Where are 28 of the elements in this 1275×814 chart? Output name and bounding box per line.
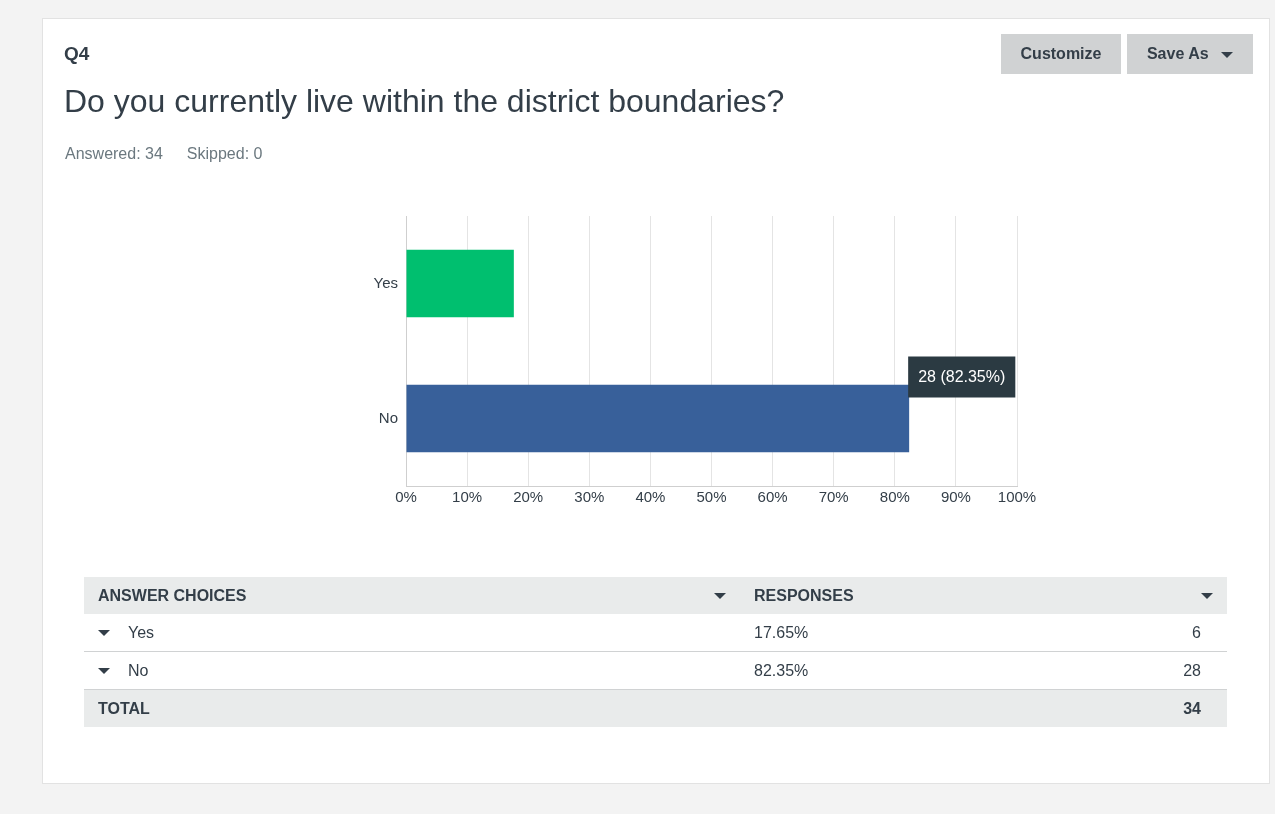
text: ANSWER CHOICES — [84, 577, 740, 614]
x-tick-label: 100% — [997, 488, 1037, 506]
annotation: 28 (82.35%) — [918, 367, 1006, 385]
x-tick-label: 40% — [635, 488, 666, 506]
x-tick-label: 50% — [696, 488, 727, 506]
chart-title: Do you currently live within the district boundaries? — [64, 83, 785, 120]
text: 17.65% — [740, 614, 1027, 652]
x-tick-label: 90% — [940, 488, 971, 506]
x-tick-label: 30% — [574, 488, 605, 506]
text: RESPONSES — [740, 577, 1227, 614]
x-tick-label: 60% — [757, 488, 788, 506]
category-label: No — [128, 661, 149, 679]
text: 28 — [1026, 651, 1227, 690]
x-tick-label: 70% — [818, 488, 849, 506]
x-tick-label: 80% — [879, 488, 910, 506]
text: 6 — [1026, 614, 1227, 652]
x-tick-label: 20% — [513, 488, 544, 506]
text: Q4 — [64, 43, 90, 65]
x-tick-label: 0% — [395, 488, 417, 506]
text: Customize — [1001, 34, 1121, 74]
text: TOTAL — [84, 689, 1027, 727]
category-label: Yes — [128, 623, 155, 641]
text: Answered: 34 — [65, 145, 163, 162]
text: Skipped: 0 — [186, 145, 263, 162]
x-tick-label: 10% — [452, 488, 483, 506]
text: 34 — [1026, 689, 1227, 727]
text: 82.35% — [740, 651, 1027, 690]
text: Save As — [1146, 45, 1209, 62]
